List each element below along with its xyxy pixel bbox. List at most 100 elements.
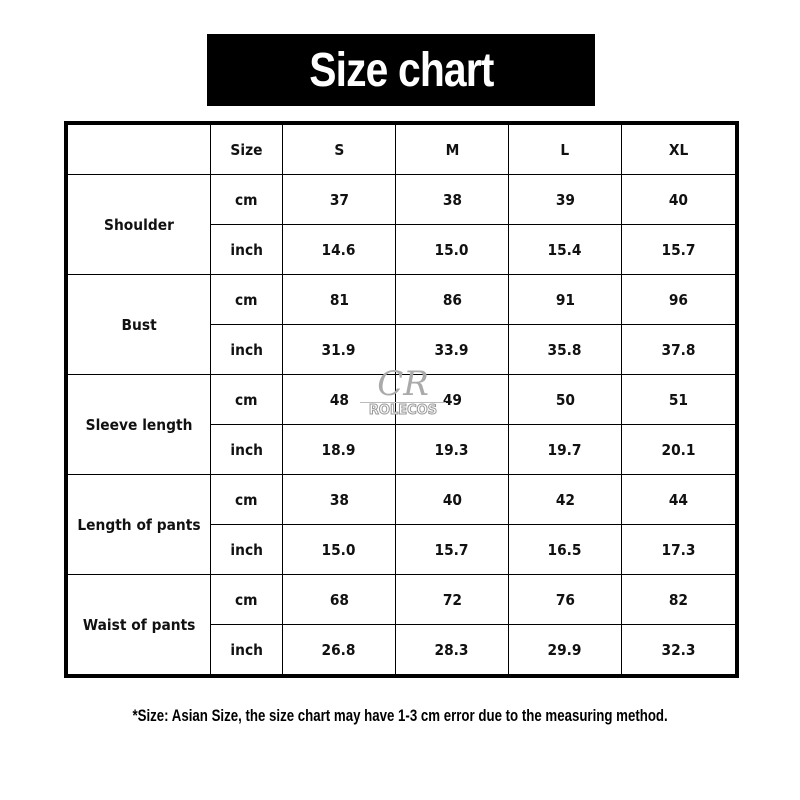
unit-cell: cm [210, 174, 283, 225]
value-cell-text: 16.5 [547, 540, 583, 559]
measurement-label-text: Waist of pants [82, 615, 196, 634]
measurement-label: Waist of pants [65, 574, 211, 677]
unit-cell-text: cm [235, 390, 258, 409]
size-column-header: XL [621, 122, 738, 175]
value-cell: 82 [621, 574, 738, 625]
corner-cell [65, 122, 211, 175]
size-column-header-text: M [445, 140, 459, 159]
value-cell-text: 17.3 [661, 540, 696, 559]
value-cell-text: 76 [555, 590, 575, 609]
value-cell: 48 [282, 374, 396, 425]
value-cell: 91 [508, 274, 622, 325]
value-cell: 50 [508, 374, 622, 425]
value-cell-text: 15.0 [321, 540, 357, 559]
measurement-label-text: Bust [121, 315, 157, 334]
value-cell-text: 82 [668, 590, 689, 609]
unit-cell: cm [210, 274, 283, 325]
value-cell-text: 15.0 [434, 240, 470, 259]
value-cell-text: 72 [442, 590, 462, 609]
value-cell: 44 [621, 474, 738, 525]
size-column-header: L [508, 122, 622, 175]
unit-cell-text: cm [235, 490, 258, 509]
value-cell: 86 [395, 274, 509, 325]
size-column-header-text: L [560, 140, 570, 159]
value-cell-text: 14.6 [321, 240, 357, 259]
table-row: inch 31.9 33.9 35.8 37.8 [66, 324, 738, 375]
unit-cell: cm [210, 374, 283, 425]
size-header: Size [210, 122, 283, 175]
value-cell: 42 [508, 474, 622, 525]
value-cell-text: 20.1 [661, 440, 696, 459]
unit-cell-text: inch [230, 240, 263, 259]
value-cell-text: 35.8 [547, 340, 583, 359]
table-row: Sleeve length cm 48 49 50 51 [65, 374, 738, 475]
value-cell-text: 38 [329, 490, 349, 509]
table-row: Length of pants cm 38 40 42 44 [65, 474, 738, 575]
value-cell: 96 [621, 274, 738, 325]
unit-cell: inch [210, 624, 283, 677]
value-cell-text: 39 [555, 190, 575, 209]
measurement-label: Sleeve length [65, 374, 211, 475]
size-column-header-text: XL [668, 140, 689, 159]
value-cell-text: 37 [329, 190, 349, 209]
value-cell-text: 15.7 [434, 540, 470, 559]
table-row: Shoulder cm 37 38 39 40 [65, 174, 738, 275]
value-cell: 29.9 [508, 624, 622, 677]
value-cell-text: 15.7 [661, 240, 696, 259]
table-row: Waist of pants cm 68 72 76 82 [65, 574, 738, 677]
value-cell-text: 86 [442, 290, 462, 309]
unit-cell: inch [210, 424, 283, 475]
value-cell: 72 [395, 574, 509, 625]
footnote: *Size: Asian Size, the size chart may ha… [0, 706, 800, 726]
unit-cell: inch [210, 524, 283, 575]
unit-cell: inch [210, 224, 283, 275]
unit-cell-text: inch [230, 440, 263, 459]
value-cell: 19.3 [395, 424, 509, 475]
value-cell: 31.9 [282, 324, 396, 375]
table-row: inch 15.0 15.7 16.5 17.3 [66, 524, 738, 575]
value-cell-text: 68 [329, 590, 349, 609]
value-cell: 37 [282, 174, 396, 225]
size-column-header: M [395, 122, 509, 175]
unit-cell-text: cm [235, 590, 258, 609]
table-row: inch 26.8 28.3 29.9 32.3 [66, 624, 738, 677]
value-cell: 38 [282, 474, 396, 525]
value-cell: 81 [282, 274, 396, 325]
size-header-text: Size [230, 140, 263, 159]
value-cell-text: 40 [442, 490, 462, 509]
measurement-label-text: Sleeve length [85, 415, 193, 434]
value-cell: 19.7 [508, 424, 622, 475]
measurement-label-text: Shoulder [104, 215, 174, 234]
value-cell: 15.7 [621, 224, 738, 275]
value-cell: 39 [508, 174, 622, 225]
table-row: inch 14.6 15.0 15.4 15.7 [66, 224, 738, 275]
value-cell-text: 19.7 [547, 440, 583, 459]
unit-cell-text: cm [235, 190, 258, 209]
value-cell: 40 [621, 174, 738, 225]
value-cell: 35.8 [508, 324, 622, 375]
value-cell: 16.5 [508, 524, 622, 575]
value-cell: 15.4 [508, 224, 622, 275]
value-cell-text: 49 [442, 390, 462, 409]
unit-cell: cm [210, 574, 283, 625]
value-cell: 18.9 [282, 424, 396, 475]
value-cell: 40 [395, 474, 509, 525]
value-cell-text: 33.9 [434, 340, 470, 359]
header-row: Size S M L XL [65, 122, 738, 175]
value-cell: 28.3 [395, 624, 509, 677]
unit-cell: inch [210, 324, 283, 375]
value-cell: 76 [508, 574, 622, 625]
unit-cell-text: cm [235, 290, 258, 309]
value-cell-text: 28.3 [434, 640, 470, 659]
value-cell-text: 32.3 [661, 640, 696, 659]
value-cell: 26.8 [282, 624, 396, 677]
value-cell: 49 [395, 374, 509, 425]
value-cell: 37.8 [621, 324, 738, 375]
value-cell: 38 [395, 174, 509, 225]
value-cell: 15.0 [282, 524, 396, 575]
title-banner: Size chart [207, 34, 595, 106]
value-cell: 15.0 [395, 224, 509, 275]
size-chart-table: Size S M L XL Shoulder cm 37 38 39 40 inch 14.6 15.0 1… [64, 121, 739, 678]
unit-cell: cm [210, 474, 283, 525]
value-cell-text: 42 [555, 490, 575, 509]
